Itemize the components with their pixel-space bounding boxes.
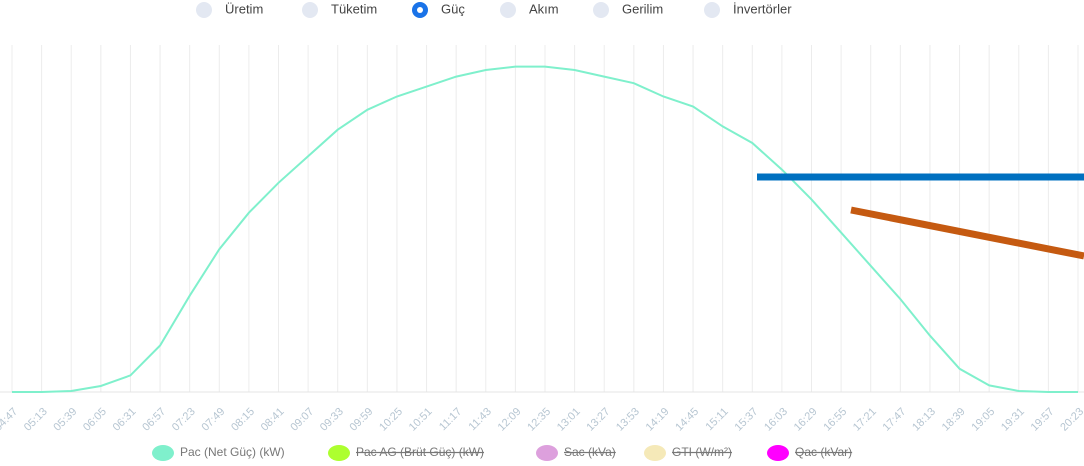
- x-tick-label: 16:55: [821, 406, 849, 434]
- legend-swatch[interactable]: [328, 445, 350, 461]
- x-tick-label: 14:45: [673, 406, 701, 434]
- x-tick-label: 17:47: [881, 406, 909, 434]
- legend-swatch[interactable]: [767, 445, 789, 461]
- x-tick-label: 11:43: [467, 406, 494, 433]
- x-tick-label: 19:31: [999, 406, 1027, 434]
- legend-label[interactable]: Sac (kVa): [564, 445, 616, 459]
- x-tick-label: 04:47: [0, 406, 20, 434]
- x-tick-label: 05:13: [22, 406, 50, 434]
- legend-label[interactable]: Pac AG (Brüt Güç) (kW): [356, 445, 484, 459]
- x-tick-label: 19:57: [1029, 406, 1057, 434]
- x-tick-label: 08:15: [229, 406, 257, 434]
- legend-label[interactable]: Qac (kVar): [795, 445, 852, 459]
- x-tick-label: 14:19: [644, 406, 672, 434]
- x-tick-label: 15:11: [703, 406, 730, 433]
- x-tick-label: 18:39: [940, 406, 968, 434]
- x-tick-label: 08:41: [259, 406, 287, 434]
- x-tick-label: 16:03: [762, 406, 790, 434]
- x-tick-label: 12:09: [496, 406, 524, 434]
- x-tick-label: 09:07: [288, 406, 316, 434]
- legend-label[interactable]: GTI (W/m²): [672, 445, 732, 459]
- legend-swatch[interactable]: [644, 445, 666, 461]
- legend-swatch[interactable]: [152, 445, 174, 461]
- x-tick-label: 13:53: [614, 406, 642, 434]
- tabs: Üretim Tüketim Güç Akım Gerilim İnvertörler: [196, 1, 792, 18]
- x-tick-label: 10:51: [407, 406, 435, 434]
- tab-label[interactable]: Gerilim: [622, 1, 663, 16]
- x-tick-label: 07:49: [200, 406, 228, 434]
- legend-swatch[interactable]: [536, 445, 558, 461]
- x-tick-label: 19:05: [969, 406, 997, 434]
- radio[interactable]: [196, 2, 212, 18]
- x-tick-label: 12:35: [525, 406, 553, 434]
- x-tick-label: 15:37: [733, 406, 761, 434]
- tab-label[interactable]: Üretim: [225, 1, 263, 16]
- x-tick-label: 18:13: [910, 406, 938, 434]
- x-tick-label: 13:01: [555, 406, 583, 434]
- x-tick-label: 09:59: [348, 406, 376, 434]
- x-tick-label: 06:05: [81, 406, 109, 434]
- x-tick-label: 07:23: [170, 406, 198, 434]
- annotation-line: [850, 206, 1084, 260]
- x-axis: 04:47 05:13 05:39 06:05 06:31 06:57 07:23 07:49…: [0, 406, 1084, 434]
- x-tick-label: 20:23: [1058, 406, 1084, 434]
- x-tick-label: 05:39: [51, 406, 79, 434]
- x-tick-label: 10:25: [377, 406, 405, 434]
- tab-label[interactable]: İnvertörler: [733, 1, 792, 16]
- grid: [0, 45, 1084, 393]
- radio-dot: [417, 7, 423, 13]
- plot: [12, 65, 1078, 393]
- tab-label[interactable]: Güç: [441, 1, 465, 16]
- tab-label[interactable]: Akım: [529, 1, 559, 16]
- x-tick-label: 16:29: [792, 406, 820, 434]
- x-tick-label: 06:57: [140, 406, 168, 434]
- radio[interactable]: [704, 2, 720, 18]
- radio[interactable]: [500, 2, 516, 18]
- x-tick-label: 11:17: [437, 406, 464, 433]
- radio[interactable]: [593, 2, 609, 18]
- x-tick-label: 09:33: [318, 406, 346, 434]
- legend-label[interactable]: Pac (Net Güç) (kW): [180, 445, 285, 459]
- x-tick-label: 13:27: [584, 406, 612, 434]
- x-tick-label: 17:21: [851, 406, 879, 434]
- radio[interactable]: [302, 2, 318, 18]
- tab-label[interactable]: Tüketim: [331, 1, 377, 16]
- x-tick-label: 06:31: [111, 406, 139, 434]
- data-line: [12, 65, 1078, 393]
- legend: Pac (Net Güç) (kW) Pac AG (Brüt Güç) (kW)…: [152, 445, 852, 461]
